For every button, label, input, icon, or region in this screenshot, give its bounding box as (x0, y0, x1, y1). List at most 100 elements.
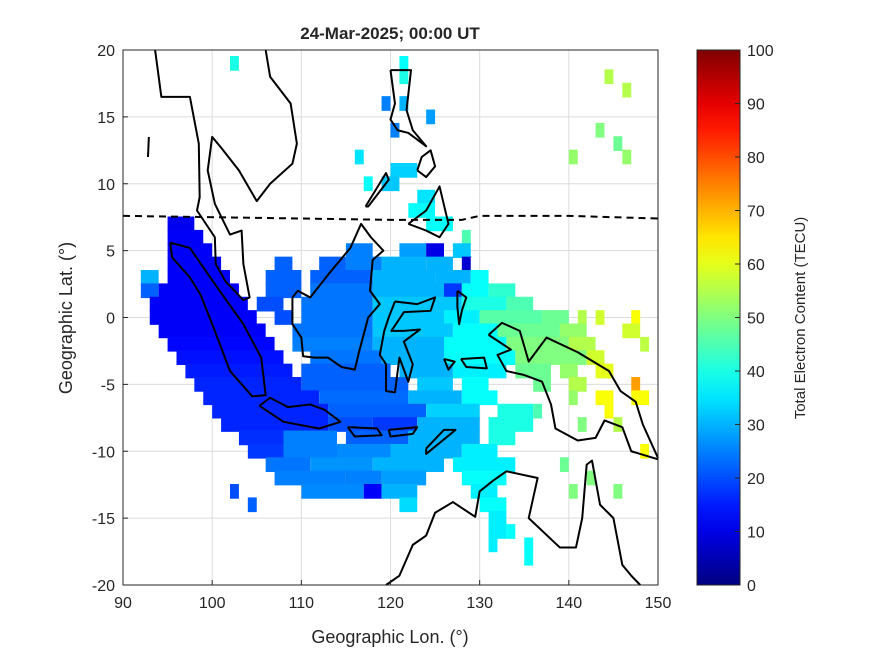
tec-cell (274, 310, 293, 325)
coastline (378, 296, 437, 394)
tec-cell (622, 149, 632, 165)
tec-cell (149, 296, 248, 312)
tec-cell (488, 430, 516, 446)
tec-cell (444, 283, 462, 299)
tec-cell (595, 122, 605, 138)
tec-cell (399, 497, 418, 513)
tec-cell (167, 243, 213, 258)
tec-cell (444, 310, 480, 325)
tec-cell (452, 323, 498, 339)
tec-cell (417, 377, 453, 392)
tec-cell (301, 310, 373, 325)
tec-cell (310, 283, 373, 299)
colorbar-tick-label: 90 (747, 97, 765, 114)
x-axis-label: Geographic Lon. (°) (311, 627, 468, 647)
tec-cell (426, 403, 480, 419)
tec-cell (631, 310, 641, 325)
tec-cell (265, 270, 302, 285)
tec-cell (461, 256, 471, 272)
colorbar (696, 49, 741, 586)
magnetic-equator-line (122, 214, 659, 221)
tec-cell (274, 256, 293, 272)
tec-cell (372, 283, 444, 299)
tec-cell (408, 390, 462, 406)
tec-cell (622, 323, 641, 339)
colorbar-label: Total Electron Content (TECU) (792, 217, 809, 420)
tec-cell (185, 363, 293, 379)
tec-cell (479, 310, 543, 325)
tec-cell (167, 256, 222, 272)
x-tick-label: 130 (466, 595, 493, 612)
y-tick-label: 5 (106, 244, 115, 261)
tec-cell (568, 377, 587, 392)
chart-title: 24-Mar-2025; 00:00 UT (300, 24, 480, 43)
colorbar-tick-label: 40 (747, 364, 765, 381)
tec-cell (372, 270, 436, 285)
tec-cell (461, 443, 498, 459)
y-tick-label: -5 (101, 377, 115, 394)
tec-cell (577, 417, 587, 432)
tec-cell (444, 336, 507, 352)
tec-cell (345, 243, 373, 258)
tec-cell (595, 363, 614, 379)
tec-cell (640, 443, 650, 459)
tec-cell (194, 377, 302, 392)
tec-cell (381, 176, 400, 192)
tec-cell (461, 390, 498, 406)
tec-cell (542, 310, 569, 325)
tec-cell (577, 310, 587, 325)
tec-cell (345, 430, 409, 446)
tec-cell (515, 363, 551, 379)
tec-cell (381, 484, 418, 499)
tec-cell (417, 417, 480, 432)
tec-cell (559, 323, 587, 339)
tec-cell (345, 470, 382, 486)
coastline (407, 185, 450, 239)
tec-cell (506, 296, 534, 312)
x-tick-label: 140 (555, 595, 582, 612)
coastline (291, 222, 385, 371)
tec-cell (354, 149, 364, 165)
tec-cell (363, 176, 373, 192)
tec-cell (613, 136, 623, 151)
tec-cell (399, 69, 409, 85)
coastline (146, 136, 150, 158)
tec-cell (470, 484, 498, 499)
tec-cell (497, 403, 534, 419)
colorbar-ticks: 0 10 20 30 40 50 60 70 80 90 100 (735, 43, 774, 595)
tec-cell (506, 524, 516, 539)
y-tick-label: 0 (106, 311, 115, 328)
tec-cell (176, 350, 284, 365)
x-tick-label: 90 (114, 595, 132, 612)
colorbar-tick-label: 30 (747, 418, 765, 435)
tec-cell (604, 69, 614, 85)
tec-cell (568, 390, 578, 406)
tec-cell (426, 256, 453, 272)
coastline (456, 289, 468, 326)
tec-cell (399, 96, 409, 111)
tec-cell (559, 457, 569, 472)
coastline (488, 334, 659, 461)
coastline (487, 321, 659, 459)
tec-cell (559, 363, 578, 379)
tec-cell (149, 310, 257, 325)
tec-cell (524, 550, 534, 566)
coastline (154, 49, 298, 302)
tec-cell (461, 296, 507, 312)
tec-cell (203, 390, 320, 406)
tec-cell (470, 270, 489, 285)
tec-cell (247, 497, 257, 513)
coastlines (146, 49, 659, 586)
tec-cell (595, 390, 614, 406)
colorbar-tick-label: 100 (747, 43, 774, 60)
coastline (460, 356, 488, 370)
tec-cell (399, 363, 453, 379)
tec-cell (256, 296, 284, 312)
coastline (385, 459, 641, 586)
tec-cell (631, 390, 650, 406)
tec-cell (452, 457, 516, 472)
coastline (258, 396, 342, 430)
tec-cell (301, 363, 391, 379)
coastline (346, 426, 383, 438)
